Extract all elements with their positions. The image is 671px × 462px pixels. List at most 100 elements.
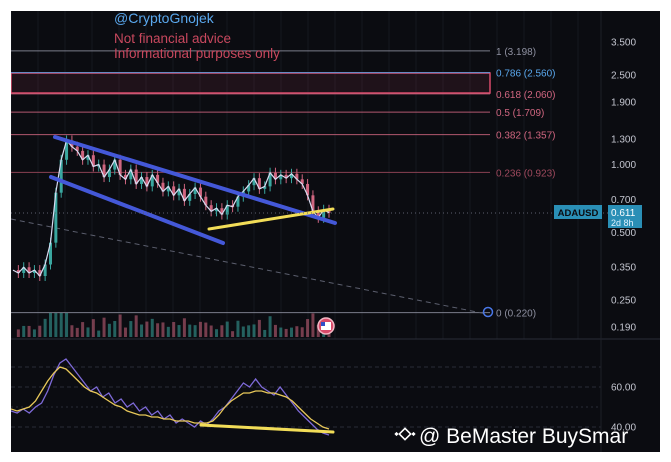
candle-body bbox=[252, 178, 256, 186]
volume-bar bbox=[27, 325, 31, 337]
candle-body bbox=[140, 177, 144, 184]
volume-bar bbox=[97, 330, 101, 337]
volume-bar bbox=[193, 325, 197, 337]
candle-body bbox=[38, 270, 42, 277]
candle-body bbox=[215, 208, 219, 212]
volume-bar bbox=[236, 320, 240, 337]
volume-bar bbox=[263, 329, 267, 337]
watermark: @ BeMaster BuySmar bbox=[394, 425, 628, 448]
fib-level-label: 0.786 (2.560) bbox=[496, 69, 556, 80]
volume-bar bbox=[81, 322, 85, 337]
disclaimer-line-2: Informational purposes only bbox=[114, 46, 280, 61]
volume-bar bbox=[113, 320, 117, 337]
volume-bar bbox=[75, 327, 79, 337]
candle-body bbox=[59, 159, 63, 193]
volume-bar bbox=[268, 316, 272, 337]
price-tag-countdown: 2d 8h bbox=[611, 218, 634, 228]
volume-bar bbox=[300, 327, 304, 337]
candle-body bbox=[327, 209, 331, 213]
candle-body bbox=[247, 185, 251, 192]
volume-bar bbox=[316, 324, 320, 337]
candle-body bbox=[48, 242, 52, 265]
flag-icon bbox=[321, 322, 331, 330]
candle-body bbox=[236, 196, 240, 207]
candle-body bbox=[263, 186, 267, 189]
candle-body bbox=[284, 174, 288, 179]
volume-bar bbox=[247, 325, 251, 337]
price-grid bbox=[11, 11, 579, 339]
fib-level-label: 1 (3.198) bbox=[496, 47, 536, 58]
volume-bar bbox=[118, 314, 122, 337]
candle-body bbox=[156, 174, 160, 183]
volume-bar bbox=[273, 324, 277, 337]
price-tick-label: 0.350 bbox=[611, 263, 636, 274]
volume-bar bbox=[215, 329, 219, 337]
candle-body bbox=[75, 146, 79, 151]
volume-bar bbox=[32, 329, 36, 337]
volume-bar bbox=[140, 324, 144, 337]
fib-level-label: 0.618 (2.060) bbox=[496, 90, 556, 101]
candle-body bbox=[198, 187, 202, 197]
rsi-divergence-line bbox=[199, 423, 335, 434]
candle-body bbox=[107, 169, 111, 178]
volume-bar bbox=[295, 326, 299, 337]
price-tick-label: 1.300 bbox=[611, 134, 636, 145]
candle-body bbox=[102, 164, 106, 178]
candle-body bbox=[209, 205, 213, 212]
fib-levels: 1 (3.198) 0.786 (2.560) 0.618 (2.060) 0.5 (… bbox=[11, 47, 556, 320]
volume-bar bbox=[59, 313, 63, 337]
price-tick-label: 0.190 bbox=[611, 323, 636, 334]
volume-bar bbox=[290, 327, 294, 337]
candle-body bbox=[123, 174, 127, 180]
flag-canton bbox=[321, 322, 325, 326]
volume-bar bbox=[38, 325, 42, 337]
rsi-tick-label: 60.00 bbox=[611, 383, 636, 394]
candle-body bbox=[81, 150, 85, 160]
disclaimer-line-1: Not financial advice bbox=[114, 31, 231, 46]
volume-bar bbox=[198, 321, 202, 337]
candle-body bbox=[27, 267, 31, 273]
candle-body bbox=[91, 155, 95, 167]
candle-body bbox=[118, 159, 122, 175]
volume-bar bbox=[16, 329, 20, 337]
volume-bar bbox=[188, 324, 192, 337]
trading-chart: 1 (3.198) 0.786 (2.560) 0.618 (2.060) 0.5 (… bbox=[11, 11, 660, 452]
volume-bar bbox=[86, 327, 90, 337]
volume-bar bbox=[252, 324, 256, 337]
rsi-line bbox=[11, 358, 330, 436]
volume-bar bbox=[306, 319, 310, 337]
candle-body bbox=[220, 208, 224, 215]
volume-bars bbox=[16, 313, 331, 337]
candle-body bbox=[311, 195, 315, 212]
candle-body bbox=[295, 173, 299, 180]
price-tick-label: 1.000 bbox=[611, 160, 636, 171]
candle-body bbox=[290, 173, 294, 179]
volume-bar bbox=[311, 313, 315, 337]
chart-frame: 1 (3.198) 0.786 (2.560) 0.618 (2.060) 0.5 (… bbox=[11, 11, 660, 452]
fib-level-label: 0.382 (1.357) bbox=[496, 131, 556, 142]
price-tick-label: 3.500 bbox=[611, 38, 636, 49]
candle-body bbox=[86, 155, 90, 160]
candle-body bbox=[166, 186, 170, 192]
volume-bar bbox=[161, 322, 165, 337]
author-handle: @CryptoGnojek bbox=[114, 11, 215, 26]
candle-body bbox=[43, 264, 47, 277]
volume-bar bbox=[172, 322, 176, 337]
volume-bar bbox=[70, 325, 74, 337]
price-line bbox=[12, 139, 330, 278]
candle-body bbox=[65, 140, 69, 160]
candle-body bbox=[279, 174, 283, 180]
volume-bar bbox=[231, 331, 235, 337]
rsi-axis: 60.00 40.00 bbox=[611, 383, 636, 434]
support-line bbox=[207, 207, 335, 231]
volume-bar bbox=[166, 326, 170, 337]
fib-level-label: 0.5 (1.709) bbox=[496, 108, 544, 119]
candle-body bbox=[113, 159, 117, 170]
candle-body bbox=[322, 209, 326, 218]
price-tick-label: 0.250 bbox=[611, 296, 636, 307]
volume-bar bbox=[48, 313, 52, 337]
candle-body bbox=[16, 270, 20, 273]
volume-bar bbox=[54, 313, 58, 337]
rsi-ma-line bbox=[11, 366, 330, 430]
volume-bar bbox=[156, 323, 160, 337]
